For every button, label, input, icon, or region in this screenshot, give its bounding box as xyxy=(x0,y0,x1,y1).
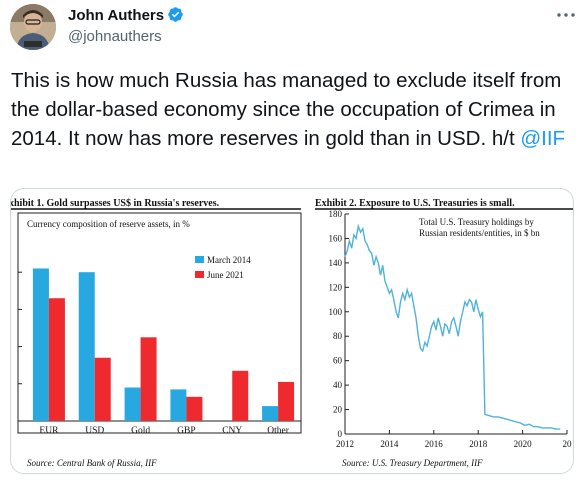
exhibit1-frame xyxy=(17,212,302,434)
bar-category-label: Other xyxy=(267,426,289,436)
legend-label-march-2014: March 2014 xyxy=(207,255,251,265)
line-xtick-label: 2016 xyxy=(425,439,444,449)
tweet-body: This is how much Russia has managed to e… xyxy=(11,69,562,150)
exhibit1-subtitle: Currency composition of reserve assets, … xyxy=(27,219,190,229)
avatar-image xyxy=(10,4,56,50)
bar-category-label: USD xyxy=(85,426,104,436)
mention-link[interactable]: @IIF xyxy=(520,127,566,150)
line-xtick-label: 2020 xyxy=(514,439,533,449)
bar-other-march-2014 xyxy=(262,406,279,421)
exhibit2-annotation-line2: Russian residents/entities, in $ bn xyxy=(419,228,540,238)
line-ytick-label: 60 xyxy=(333,356,343,366)
bar-usd-march-2014 xyxy=(78,272,95,421)
verified-badge-icon xyxy=(168,7,183,22)
more-options-icon[interactable] xyxy=(555,8,577,22)
exhibit1-title: xhibit 1. Gold surpasses US$ in Russia's… xyxy=(11,198,220,209)
bar-gbp-march-2014 xyxy=(170,389,187,421)
line-xtick-label: 2018 xyxy=(469,439,488,449)
line-ytick-label: 140 xyxy=(329,258,343,268)
tweet-media-image[interactable]: xhibit 1. Gold surpasses US$ in Russia's… xyxy=(10,188,574,474)
line-ytick-label: 100 xyxy=(329,307,343,317)
bar-eur-march-2014 xyxy=(32,268,49,421)
treasury-holdings-line xyxy=(344,223,561,430)
exhibit2-title: Exhibit 2. Exposure to U.S. Treasuries i… xyxy=(315,198,515,209)
bar-gold-march-2014 xyxy=(124,387,141,421)
author-handle[interactable]: @johnauthers xyxy=(68,28,162,45)
author-name-link[interactable]: John Authers xyxy=(68,6,184,26)
line-ytick-label: 20 xyxy=(333,405,343,415)
legend-swatch-march-2014 xyxy=(195,256,204,263)
line-ytick-label: 0 xyxy=(338,429,343,439)
charts-image: xhibit 1. Gold surpasses US$ in Russia's… xyxy=(11,198,573,468)
bar-gold-june-2021 xyxy=(140,337,157,421)
bar-category-label: EUR xyxy=(39,426,59,436)
bar-cny-june-2021 xyxy=(232,370,249,421)
bar-eur-june-2021 xyxy=(48,298,65,421)
bar-usd-june-2021 xyxy=(94,357,111,421)
tweet-text: This is how much Russia has managed to e… xyxy=(11,66,577,153)
exhibit2-annotation-line1: Total U.S. Treasury holdings by xyxy=(419,217,534,227)
bar-category-label: Gold xyxy=(131,426,150,436)
line-xtick-label: 2012 xyxy=(336,439,354,449)
line-ytick-label: 160 xyxy=(329,233,343,243)
line-xtick-label: 20 xyxy=(563,439,573,449)
author-name: John Authers xyxy=(68,7,165,24)
line-ytick-label: 80 xyxy=(333,331,343,341)
legend-swatch-june-2021 xyxy=(195,271,204,278)
author-avatar[interactable] xyxy=(10,4,56,50)
line-ytick-label: 120 xyxy=(329,282,343,292)
bar-gbp-june-2021 xyxy=(186,396,203,421)
bar-category-label: GBP xyxy=(177,426,195,436)
legend-label-june-2021: June 2021 xyxy=(207,270,244,280)
line-ytick-label: 40 xyxy=(333,380,343,390)
line-ytick-label: 180 xyxy=(329,209,343,219)
exhibit2-source: Source: U.S. Treasury Department, IIF xyxy=(342,458,483,468)
bar-other-june-2021 xyxy=(278,381,295,421)
line-xtick-label: 2014 xyxy=(380,439,399,449)
bar-category-label: CNY xyxy=(222,426,242,436)
exhibit1-source: Source: Central Bank of Russia, IIF xyxy=(27,458,157,468)
